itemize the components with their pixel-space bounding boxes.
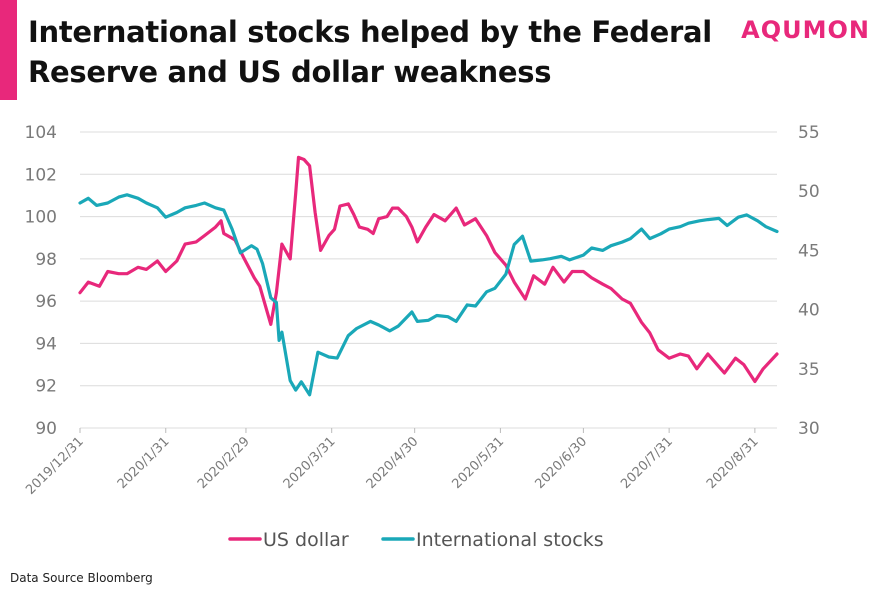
right-axis-tick-label: 55	[798, 123, 820, 143]
x-axis-tick-label: 2019/12/31	[23, 434, 87, 498]
x-axis-tick-label: 2020/1/31	[115, 434, 173, 492]
x-axis-tick-label: 2020/5/31	[449, 434, 507, 492]
series-lines	[78, 155, 779, 397]
right-axis-tick-label: 45	[798, 241, 820, 261]
left-axis-tick-label: 100	[25, 208, 57, 228]
legend: US dollar International stocks	[228, 529, 604, 551]
left-axis-tick-label: 94	[35, 334, 57, 354]
x-axis-tick-label: 2020/8/31	[704, 434, 762, 492]
legend-label: International stocks	[416, 529, 604, 551]
x-axis-tick-label: 2020/6/30	[532, 434, 590, 492]
x-axis-tick-label: 2020/2/29	[195, 434, 253, 492]
left-axis-tick-label: 96	[35, 292, 57, 312]
right-axis-tick-label: 50	[798, 182, 820, 202]
series-line	[78, 193, 779, 397]
x-axis-tick-label: 2020/4/30	[364, 434, 422, 492]
data-source-note: Data Source Bloomberg	[10, 571, 153, 585]
accent-bar	[0, 0, 17, 100]
right-axis-ticks: 30 35 40 45 50 55	[798, 123, 820, 439]
left-axis-tick-label: 90	[35, 419, 57, 439]
right-axis-tick-label: 35	[798, 360, 820, 380]
left-axis-tick-label: 102	[25, 165, 57, 185]
right-axis-tick-label: 30	[798, 419, 820, 439]
chart-title: International stocks helped by the Feder…	[28, 15, 712, 89]
x-axis-tick-label: 2020/3/31	[281, 434, 339, 492]
left-axis-ticks: 90 92 94 96 98 100 102 104	[25, 123, 57, 439]
left-axis-tick-label: 98	[35, 250, 57, 270]
series-line	[78, 155, 779, 384]
x-axis-ticks: 2019/12/31 2020/1/31 2020/2/29 2020/3/31 202…	[23, 428, 762, 498]
brand-logo: AQUMON	[741, 16, 870, 44]
left-axis-tick-label: 92	[35, 377, 57, 397]
x-axis-tick-label: 2020/7/31	[618, 434, 676, 492]
left-axis-tick-label: 104	[25, 123, 57, 143]
right-axis-tick-label: 40	[798, 301, 820, 321]
gridlines	[80, 131, 777, 429]
legend-label: US dollar	[263, 529, 349, 551]
